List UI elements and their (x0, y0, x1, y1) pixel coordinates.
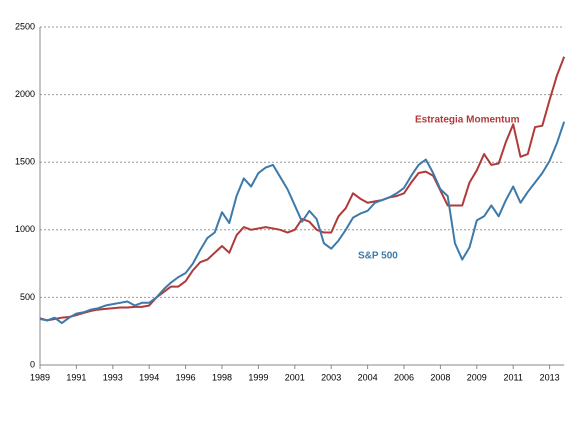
x-tick-label: 1991 (66, 372, 86, 382)
x-tick-label: 2004 (358, 372, 378, 382)
x-tick-label: 2001 (285, 372, 305, 382)
x-tick-label: 1989 (30, 372, 50, 382)
series-label: Estrategia Momentum (415, 115, 520, 126)
x-tick-label: 2006 (394, 372, 414, 382)
series-label: S&P 500 (358, 251, 398, 262)
x-tick-label: 1999 (248, 372, 268, 382)
line (39, 56, 566, 322)
x-tick-label: 1996 (176, 372, 196, 382)
x-tick-label: 2003 (321, 372, 341, 382)
x-tick-label: 2008 (430, 372, 450, 382)
y-tick-label: 2000 (15, 89, 35, 99)
y-tick-label: 1000 (15, 224, 35, 234)
x-tick-label: 2013 (540, 372, 560, 382)
x-tick-label: 1994 (139, 372, 159, 382)
y-tick-label: 1500 (15, 157, 35, 167)
x-tick-label: 1993 (103, 372, 123, 382)
y-tick-label: 2500 (15, 21, 35, 31)
y-tick-label: 0 (30, 359, 35, 369)
x-tick-label: 2009 (467, 372, 487, 382)
y-tick-label: 500 (20, 292, 35, 302)
line (39, 121, 566, 325)
x-tick-label: 2011 (504, 372, 523, 382)
x-tick-label: 1998 (212, 372, 232, 382)
